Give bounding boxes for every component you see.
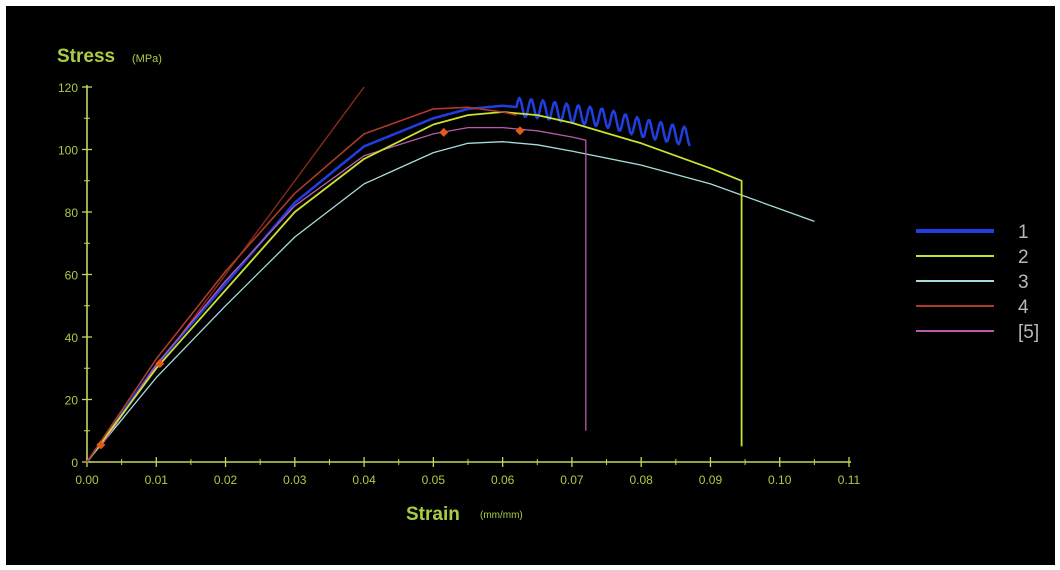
data-markers [96, 126, 525, 450]
x-tick-label: 0.04 [352, 473, 376, 487]
series-lines [85, 86, 815, 463]
series-line-4 [86, 106, 517, 463]
y-tick-label: 80 [65, 206, 79, 220]
chart-background: 0.00 0.01 0.02 0.03 0.04 0.05 0.06 0.07 0.08 0.09… [6, 6, 1055, 565]
legend-label-4: 4 [1018, 297, 1029, 318]
marker-point [155, 359, 165, 369]
y-tick-label: 0 [71, 456, 78, 470]
y-tick-label: 20 [65, 394, 79, 408]
series-line-3 [86, 141, 815, 463]
y-tick-label: 40 [65, 331, 79, 345]
x-axis-title: Strain [406, 504, 460, 525]
y-axis-title: Stress [57, 46, 115, 67]
marker-point [96, 440, 106, 450]
x-tick-label: 0.07 [560, 473, 584, 487]
series-line-2 [86, 111, 743, 463]
series-line-1 [85, 96, 691, 463]
y-tick-label: 100 [58, 144, 78, 158]
axes: 0.00 0.01 0.02 0.03 0.04 0.05 0.06 0.07 0.08 0.09… [58, 81, 861, 487]
x-tick-label: 0.08 [630, 473, 654, 487]
legend-label-3: 3 [1018, 272, 1029, 293]
x-tick-label: 0.11 [838, 473, 861, 487]
y-axis-unit: (MPa) [132, 53, 162, 65]
y-tick-label: 120 [58, 81, 78, 95]
x-tick-label: 0.02 [214, 473, 238, 487]
legend: 1 2 3 4 [5] [916, 222, 1039, 343]
x-tick-label: 0.09 [699, 473, 723, 487]
x-tick-label: 0.03 [283, 473, 307, 487]
x-tick-label: 0.01 [145, 473, 169, 487]
legend-label-1: 1 [1018, 222, 1029, 243]
x-tick-label: 0.05 [422, 473, 446, 487]
series-line-5 [100, 126, 587, 447]
legend-label-2: 2 [1018, 247, 1029, 268]
x-axis-unit: (mm/mm) [480, 510, 523, 521]
x-tick-label: 0.00 [75, 473, 99, 487]
y-tick-label: 60 [65, 269, 79, 283]
marker-point [515, 126, 525, 136]
marker-point [439, 127, 449, 137]
stress-strain-chart: 0.00 0.01 0.02 0.03 0.04 0.05 0.06 0.07 0.08 0.09… [57, 46, 1039, 525]
x-tick-label: 0.10 [768, 473, 792, 487]
x-tick-label: 0.06 [491, 473, 515, 487]
legend-label-5: [5] [1018, 322, 1039, 343]
